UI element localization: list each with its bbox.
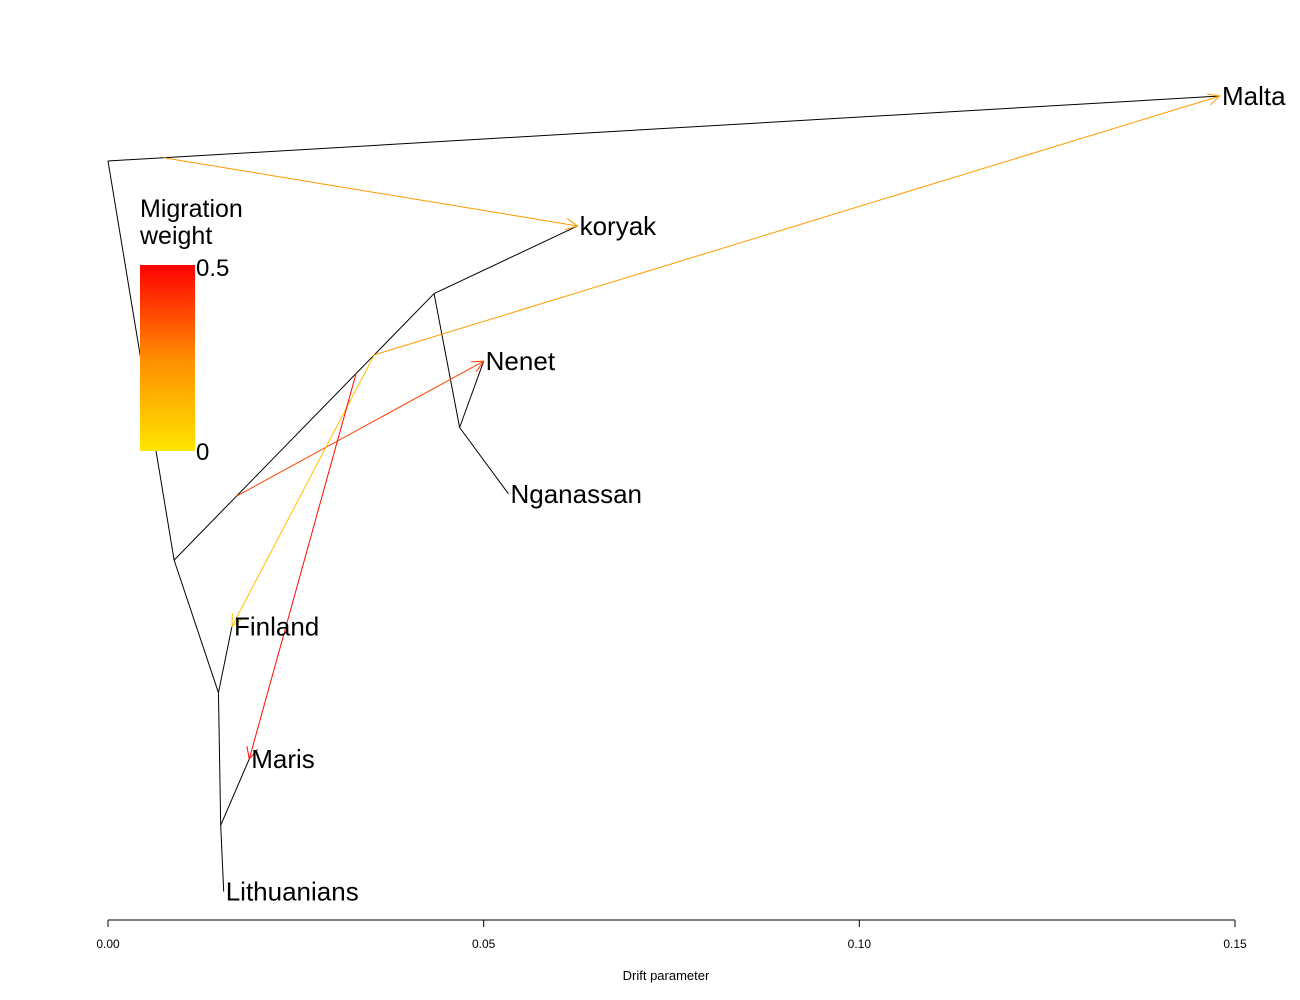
migration-arrowhead-koryak [564, 218, 579, 231]
x-axis-tick-label: 0.05 [472, 937, 496, 951]
leaf-label-nenet: Nenet [486, 346, 556, 376]
tree-edge-n_maris_lith-lithuanians [220, 825, 225, 892]
x-axis: Drift parameter 0.00 0.05 0.10 0.15 [96, 919, 1247, 983]
leaf-label-nganassan: Nganassan [510, 479, 642, 509]
leaf-label-maris: Maris [251, 744, 315, 774]
migration-arrowhead-finland [231, 613, 243, 628]
leaf-label-koryak: koryak [580, 211, 658, 241]
tree-edge-n_asia_euro-n_europe [173, 559, 219, 693]
migration-arrowhead-nenet [470, 360, 485, 373]
leaf-label-finland: Finland [234, 611, 319, 641]
leaf-labels: Malta koryak Nenet Nganassan Finland Maris Lit… [226, 81, 1286, 907]
legend-max-label: 0.5 [196, 255, 229, 282]
tree-edge-n_europe-n_maris_lith [217, 692, 222, 826]
tree-edge-n_siberia-n_samoyed [433, 293, 461, 428]
tree-edge-root-malta [107, 95, 1221, 162]
migration-arrowhead-maris [246, 746, 259, 761]
tree-edge-n_siberia-koryak [433, 225, 578, 295]
migration-arrow-nenet [236, 360, 484, 497]
tree-edge-n_samoyed-nganassan [459, 427, 509, 495]
migration-arrow-koryak [163, 157, 578, 227]
tree-edges [107, 95, 1221, 892]
legend-title-line2: weight [139, 222, 212, 250]
legend-color-bar [140, 265, 195, 451]
x-axis-tick-label: 0.10 [848, 937, 872, 951]
tree-edge-n_maris_lith-maris [220, 758, 250, 826]
migration-arrowhead-malta [1207, 93, 1222, 106]
leaf-label-lithuanians: Lithuanians [226, 877, 359, 907]
migration-arrow-malta [374, 95, 1221, 356]
leaf-label-malta: Malta [1222, 81, 1286, 111]
tree-edge-n_europe-finland [217, 626, 233, 693]
migration-arrow-maris [248, 373, 357, 760]
legend-min-label: 0 [196, 439, 209, 466]
legend-title-line1: Migration [140, 195, 243, 223]
tree-edge-n_samoyed-nenet [459, 361, 485, 428]
x-axis-tick-label: 0.00 [96, 937, 120, 951]
migration-arrow-finland [231, 354, 375, 627]
tree-edge-n_asia_euro-n_siberia [173, 293, 435, 561]
migration-arrows [163, 93, 1222, 761]
x-axis-tick-label: 0.15 [1223, 937, 1247, 951]
x-axis-title: Drift parameter [623, 968, 710, 983]
migration-legend: Migration weight 0.5 0 [139, 195, 243, 466]
